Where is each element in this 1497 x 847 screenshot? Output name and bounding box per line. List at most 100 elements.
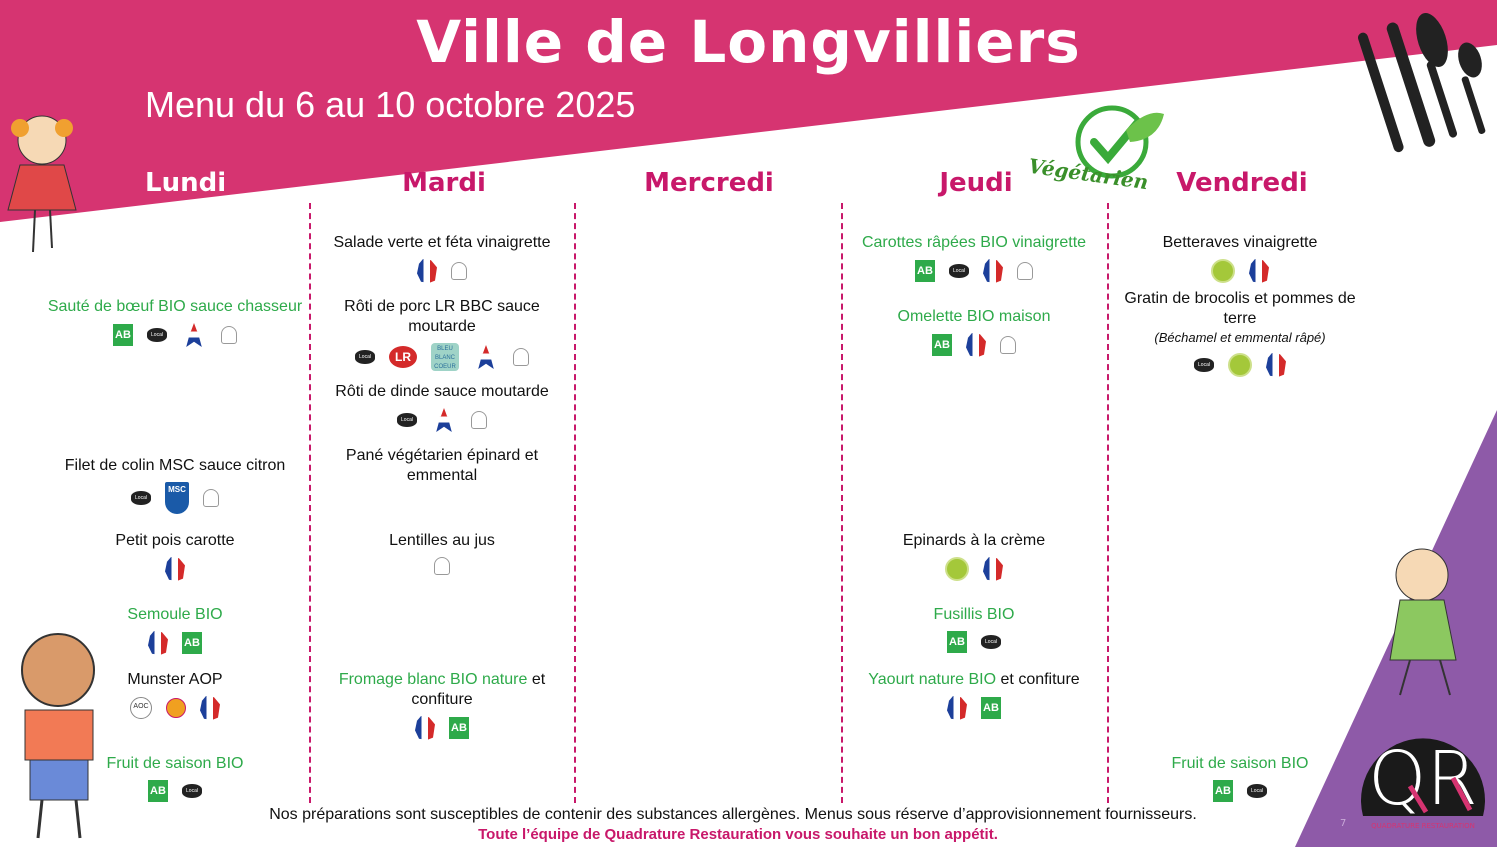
viande-francaise-icon: [181, 323, 207, 347]
label-icons: Local MSC: [44, 482, 306, 514]
cutlery-icon: [1358, 13, 1486, 153]
menu-item: Betteraves vinaigrette: [1109, 233, 1371, 283]
dish-name: Semoule BIO: [44, 605, 306, 625]
menu-item: Carottes râpées BIO vinaigrette AB Local: [843, 233, 1105, 283]
local-product-icon: Local: [147, 328, 167, 342]
france-origin-icon: [966, 333, 986, 357]
france-origin-icon: [983, 259, 1003, 283]
dish-name: Lentilles au jus: [311, 531, 573, 551]
local-product-icon: Local: [1247, 784, 1267, 798]
menu-item: Epinards à la crème: [843, 531, 1105, 581]
label-icons: AOC: [44, 696, 306, 720]
dish-name-bio: Sauté de bœuf BIO sauce chasseur: [47, 298, 303, 315]
chef-hat-icon: [203, 489, 219, 507]
menu-date-range: Menu du 6 au 10 octobre 2025: [145, 84, 636, 125]
label-icons: AB Local: [44, 323, 306, 347]
menu-item: Fruit de saison BIO AB Local: [44, 754, 306, 802]
ab-bio-icon: AB: [932, 334, 952, 356]
dish-name-text: Rôti de dinde sauce moutarde: [335, 383, 549, 400]
page-title: Ville de Longvilliers: [416, 8, 1081, 76]
france-origin-icon: [200, 696, 220, 720]
aoc-icon: AOC: [130, 697, 152, 719]
ab-bio-icon: AB: [449, 717, 469, 739]
chef-hat-icon: [471, 411, 487, 429]
dish-name-bio: Fruit de saison BIO: [106, 755, 244, 772]
quadrature-logo: QR QUADRATURE RESTAURATION: [1358, 716, 1488, 836]
dish-name-bio: Semoule BIO: [127, 606, 223, 623]
column-divider: [841, 203, 843, 803]
column-divider: [309, 203, 311, 803]
dish-name: Epinards à la crème: [843, 531, 1105, 551]
dish-name: Yaourt nature BIO et confiture: [843, 670, 1105, 690]
menu-item: Semoule BIO AB: [44, 605, 306, 655]
menu-item: Lentilles au jus: [311, 531, 573, 575]
day-header-mardi: Mardi: [402, 168, 486, 198]
dish-name: Salade verte et féta vinaigrette: [311, 233, 573, 253]
viande-francaise-icon: [473, 345, 499, 369]
dish-name: Fusillis BIO: [843, 605, 1105, 625]
dish-name-bio: Fromage blanc BIO nature: [338, 671, 528, 688]
chef-hat-icon: [1000, 336, 1016, 354]
france-origin-icon: [947, 696, 967, 720]
vegetarian-badge: Végétarien: [1027, 100, 1168, 200]
column-divider: [574, 203, 576, 803]
dish-name: Munster AOP: [44, 670, 306, 690]
dish-name-text: Filet de colin MSC sauce citron: [64, 457, 286, 474]
menu-item: Munster AOP AOC: [44, 670, 306, 720]
dish-name-text: Rôti de porc LR BBC sauce moutarde: [344, 298, 540, 335]
ab-bio-icon: AB: [113, 324, 133, 346]
label-icons: AB: [311, 716, 573, 740]
menu-item: Salade verte et féta vinaigrette: [311, 233, 573, 283]
label-icons: Local: [1109, 353, 1371, 377]
eco-label-icon: [1211, 259, 1235, 283]
label-icons: AB Local: [44, 780, 306, 802]
label-icons: AB: [44, 631, 306, 655]
bon-appetit-message: Toute l’équipe de Quadrature Restauratio…: [478, 826, 998, 843]
day-header-vendredi: Vendredi: [1176, 168, 1308, 198]
france-origin-icon: [1266, 353, 1286, 377]
label-icons: Local: [311, 408, 573, 432]
msc-icon: MSC: [165, 482, 189, 514]
local-product-icon: Local: [981, 635, 1001, 649]
check-leaf-icon: [1075, 105, 1164, 179]
local-product-icon: Local: [949, 264, 969, 278]
page-number: 7: [1340, 818, 1347, 829]
local-product-icon: Local: [397, 413, 417, 427]
menu-item: Petit pois carotte: [44, 531, 306, 581]
dish-name: Omelette BIO maison: [843, 307, 1105, 327]
chef-hat-icon: [451, 262, 467, 280]
dish-name-bio: Fusillis BIO: [933, 606, 1015, 623]
menu-item: Omelette BIO maison AB: [843, 307, 1105, 357]
dish-name: Gratin de brocolis et pommes de terre: [1109, 289, 1371, 329]
dish-name-text: Lentilles au jus: [389, 532, 495, 549]
dish-note: (Béchamel et emmental râpé): [1154, 330, 1326, 345]
menu-item: Rôti de dinde sauce moutarde Local: [311, 382, 573, 432]
menu-item: Yaourt nature BIO et confiture AB: [843, 670, 1105, 720]
svg-text:QUADRATURE RESTAURATION: QUADRATURE RESTAURATION: [1371, 822, 1475, 830]
label-icons: AB Local: [1109, 780, 1371, 802]
label-icons: [311, 557, 573, 575]
label-icons: AB Local: [843, 259, 1105, 283]
dish-name-suffix: et confiture: [411, 671, 546, 708]
girl-right-illustration: [1389, 548, 1457, 696]
dish-name-bio: Fruit de saison BIO: [1171, 755, 1309, 772]
viande-francaise-icon: [431, 408, 457, 432]
chef-hat-icon: [1017, 262, 1033, 280]
eco-label-icon: [1228, 353, 1252, 377]
chef-hat-icon: [221, 326, 237, 344]
ab-bio-icon: AB: [182, 632, 202, 654]
ab-bio-icon: AB: [148, 780, 168, 802]
france-origin-icon: [165, 557, 185, 581]
dish-name-suffix: et confiture: [996, 671, 1080, 688]
dish-name-text: Betteraves vinaigrette: [1162, 234, 1318, 251]
france-origin-icon: [415, 716, 435, 740]
allergen-disclaimer: Nos préparations sont susceptibles de co…: [269, 806, 1197, 823]
menu-item: Sauté de bœuf BIO sauce chasseur AB Local: [44, 297, 306, 347]
ab-bio-icon: AB: [915, 260, 935, 282]
dish-name-text: Pané végétarien épinard et emmental: [345, 447, 539, 484]
dish-name-text: Gratin de brocolis et pommes de terre: [1124, 290, 1356, 327]
dish-name: Carottes râpées BIO vinaigrette: [843, 233, 1105, 253]
aop-label-icon: [166, 698, 186, 718]
local-product-icon: Local: [355, 350, 375, 364]
dish-name: Rôti de dinde sauce moutarde: [311, 382, 573, 402]
